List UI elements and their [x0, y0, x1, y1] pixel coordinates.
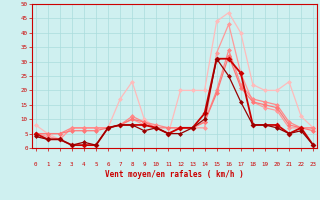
X-axis label: Vent moyen/en rafales ( km/h ): Vent moyen/en rafales ( km/h ) — [105, 170, 244, 179]
